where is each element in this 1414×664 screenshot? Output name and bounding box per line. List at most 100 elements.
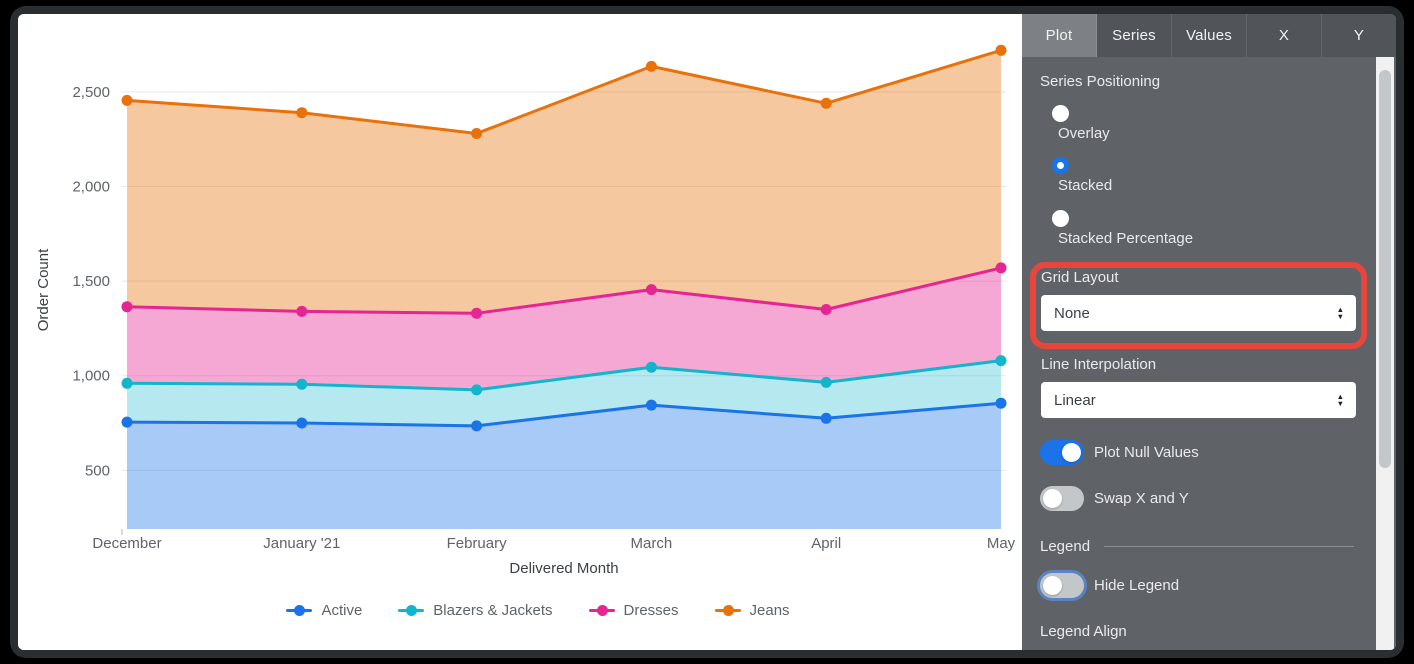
data-point[interactable]	[296, 107, 308, 119]
up-arrow-icon: ▲	[1336, 304, 1344, 314]
tab-plot[interactable]: Plot	[1022, 14, 1097, 57]
data-point[interactable]	[995, 44, 1007, 56]
swap-x-y-toggle-row[interactable]: Swap X and Y	[1040, 486, 1189, 511]
y-tick-label: 1,500	[72, 273, 110, 290]
radio-label: Overlay	[1058, 125, 1110, 142]
radio-label: Stacked	[1058, 177, 1113, 194]
toggle-switch-off[interactable]	[1040, 486, 1084, 511]
legend-item-active[interactable]: Active	[286, 602, 362, 619]
data-point[interactable]	[820, 97, 832, 109]
grid-layout-select[interactable]: None ▲ ▼	[1041, 295, 1356, 331]
y-tick-label: 500	[85, 462, 110, 479]
toggle-knob[interactable]	[1062, 443, 1081, 462]
data-point[interactable]	[820, 304, 832, 315]
series-positioning-label: Series Positioning	[1040, 73, 1161, 90]
stacked-area-chart: 500 1,000 1,500 2,000 2,500 December January '…	[35, 44, 1016, 577]
settings-tabs: Plot Series Values X Y	[1022, 14, 1396, 57]
plot-null-values-toggle-row[interactable]: Plot Null Values	[1040, 440, 1199, 465]
series-line-jeans	[126, 48, 1002, 135]
scrollbar[interactable]	[1376, 57, 1394, 650]
data-point[interactable]	[121, 377, 133, 389]
y-axis-title: Order Count	[35, 248, 52, 331]
down-arrow-icon: ▼	[1336, 398, 1344, 408]
legend-item-blazers-jackets[interactable]: Blazers & Jackets	[398, 602, 553, 619]
area-band-jeans	[127, 50, 1001, 314]
data-point[interactable]	[995, 355, 1007, 367]
scrollbar-thumb[interactable]	[1379, 70, 1391, 468]
data-point[interactable]	[121, 94, 133, 106]
data-point[interactable]	[471, 128, 483, 139]
data-point[interactable]	[121, 301, 133, 313]
data-point[interactable]	[121, 416, 133, 428]
toggle-switch-on[interactable]	[1040, 440, 1084, 465]
toggle-knob[interactable]	[1043, 489, 1062, 508]
data-point[interactable]	[820, 412, 832, 424]
hide-legend-toggle-row[interactable]: Hide Legend	[1040, 573, 1179, 598]
tab-series[interactable]: Series	[1097, 14, 1172, 57]
x-axis-title: Delivered Month	[509, 560, 618, 577]
data-point[interactable]	[296, 378, 308, 390]
legend-marker-icon	[588, 605, 615, 616]
data-point[interactable]	[995, 262, 1007, 274]
line-interpolation-value: Linear	[1054, 391, 1096, 409]
data-point[interactable]	[296, 417, 308, 429]
radio-option-overlay[interactable]: Overlay	[1052, 105, 1110, 142]
data-point[interactable]	[645, 361, 657, 373]
x-tick-label: January '21	[263, 535, 340, 552]
tab-values[interactable]: Values	[1172, 14, 1247, 57]
area-band-active	[127, 403, 1001, 529]
toggle-knob[interactable]	[1043, 576, 1062, 595]
x-tick-label: April	[811, 535, 841, 552]
radio-option-stacked[interactable]: Stacked	[1052, 157, 1112, 194]
chart-pane: 500 1,000 1,500 2,000 2,500 December January '…	[18, 14, 1022, 650]
y-tick-label: 2,000	[72, 179, 110, 196]
grid-layout-label: Grid Layout	[1041, 269, 1119, 286]
area-band-blazers-jackets	[127, 360, 1001, 426]
data-point[interactable]	[645, 60, 657, 72]
data-point[interactable]	[995, 397, 1007, 409]
x-tick-label: February	[447, 535, 508, 552]
legend-item-jeans[interactable]: Jeans	[714, 602, 790, 619]
updown-icon: ▲ ▼	[1336, 304, 1344, 321]
legend-label: Blazers & Jackets	[433, 602, 553, 619]
legend-dot	[406, 605, 418, 616]
down-arrow-icon: ▼	[1336, 311, 1344, 321]
tab-x[interactable]: X	[1247, 14, 1322, 57]
chart-legend: Active Blazers & Jackets Dresses Jeans	[18, 602, 1022, 619]
radio-unselected-icon[interactable]	[1052, 105, 1069, 122]
legend-dot	[294, 605, 306, 616]
data-point[interactable]	[471, 307, 483, 319]
settings-panel: Plot Series Values X Y Series Positioning Ov…	[1022, 14, 1396, 650]
toggle-switch-off[interactable]	[1040, 573, 1084, 598]
legend-dot	[596, 605, 608, 616]
line-interpolation-select[interactable]: Linear ▲ ▼	[1041, 382, 1356, 418]
radio-unselected-icon[interactable]	[1052, 210, 1069, 227]
data-point[interactable]	[471, 420, 483, 432]
line-interpolation-field: Line Interpolation Linear ▲ ▼	[1041, 356, 1356, 418]
toggle-label: Hide Legend	[1094, 577, 1180, 594]
series-line-dresses	[126, 266, 1002, 315]
data-point[interactable]	[645, 399, 657, 411]
x-tick-label: May	[987, 535, 1016, 552]
tab-y[interactable]: Y	[1353, 27, 1365, 44]
legend-dot	[722, 605, 734, 616]
data-point[interactable]	[296, 305, 308, 317]
toggle-label: Plot Null Values	[1094, 444, 1199, 461]
legend-section-label: Legend	[1040, 538, 1091, 555]
x-tick-label: March	[631, 535, 673, 552]
data-point[interactable]	[645, 284, 657, 296]
legend-item-dresses[interactable]: Dresses	[588, 602, 679, 619]
y-tick-label: 2,500	[72, 84, 110, 101]
radio-selected-icon[interactable]	[1052, 157, 1069, 174]
radio-option-stacked-percentage[interactable]: Stacked Percentage	[1052, 210, 1193, 247]
x-tick-label: December	[92, 535, 161, 552]
series-line-active	[126, 401, 1002, 428]
data-point[interactable]	[471, 384, 483, 396]
legend-marker-icon	[398, 605, 425, 616]
grid-layout-field: Grid Layout None ▲ ▼	[1041, 269, 1356, 331]
data-point[interactable]	[820, 376, 832, 388]
updown-icon: ▲ ▼	[1336, 392, 1344, 408]
legend-marker-icon	[714, 605, 741, 616]
area-band-dresses	[127, 267, 1001, 390]
line-interpolation-label: Line Interpolation	[1041, 356, 1157, 373]
